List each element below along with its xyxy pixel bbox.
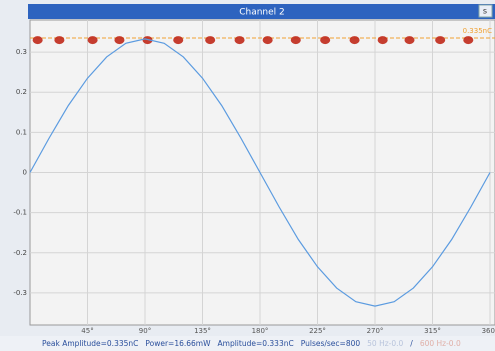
pulse-point: [87, 36, 98, 45]
x-tick-label: 360°: [482, 327, 495, 335]
y-tick-label: 0.3: [16, 48, 27, 56]
pulse-point: [173, 36, 184, 45]
status-bar: [0, 336, 495, 351]
pulse-point: [349, 36, 360, 45]
y-tick-label: -0.2: [13, 249, 27, 257]
x-tick-label: 45°: [81, 327, 93, 335]
x-tick-label: 270°: [367, 327, 384, 335]
pulse-point: [262, 36, 273, 45]
pulse-point: [435, 36, 446, 45]
chart-title: Channel 2: [239, 8, 285, 18]
status-item: Peak Amplitude=0.335nC: [42, 339, 138, 348]
pulse-point: [114, 36, 125, 45]
pulse-point: [404, 36, 415, 45]
window-button[interactable]: [478, 4, 493, 18]
pulse-point: [320, 36, 331, 45]
pulse-point: [377, 36, 388, 45]
x-tick-label: 90°: [139, 327, 151, 335]
y-tick-label: 0.2: [16, 88, 27, 96]
status-item: Power=16.66mW: [145, 339, 211, 348]
pulse-point: [234, 36, 245, 45]
threshold-label: 0.335nC: [463, 27, 492, 35]
pulse-point: [290, 36, 301, 45]
title-bar: [28, 4, 495, 19]
y-tick-label: 0.1: [16, 128, 27, 136]
sine-reference: [29, 38, 491, 307]
x-tick-label: 315°: [424, 327, 441, 335]
status-item: Amplitude=0.333nC: [218, 339, 294, 348]
x-tick-label: 135°: [194, 327, 211, 335]
pulse-point: [463, 36, 474, 45]
pulse-point: [54, 36, 65, 45]
y-tick-label: -0.3: [13, 289, 27, 297]
y-tick-label: -0.1: [13, 209, 27, 217]
pulse-point: [205, 36, 216, 45]
y-tick-label: 0: [23, 169, 27, 177]
pulse-point: [32, 36, 43, 45]
status-item: 50 Hz-0.0: [367, 339, 403, 348]
status-item: 600 Hz-0.0: [420, 339, 461, 348]
status-item: Pulses/sec=800: [301, 339, 361, 348]
status-item: /: [410, 339, 413, 348]
x-tick-label: 180°: [252, 327, 269, 335]
window-button-label[interactable]: s: [483, 7, 487, 16]
x-tick-label: 225°: [309, 327, 326, 335]
